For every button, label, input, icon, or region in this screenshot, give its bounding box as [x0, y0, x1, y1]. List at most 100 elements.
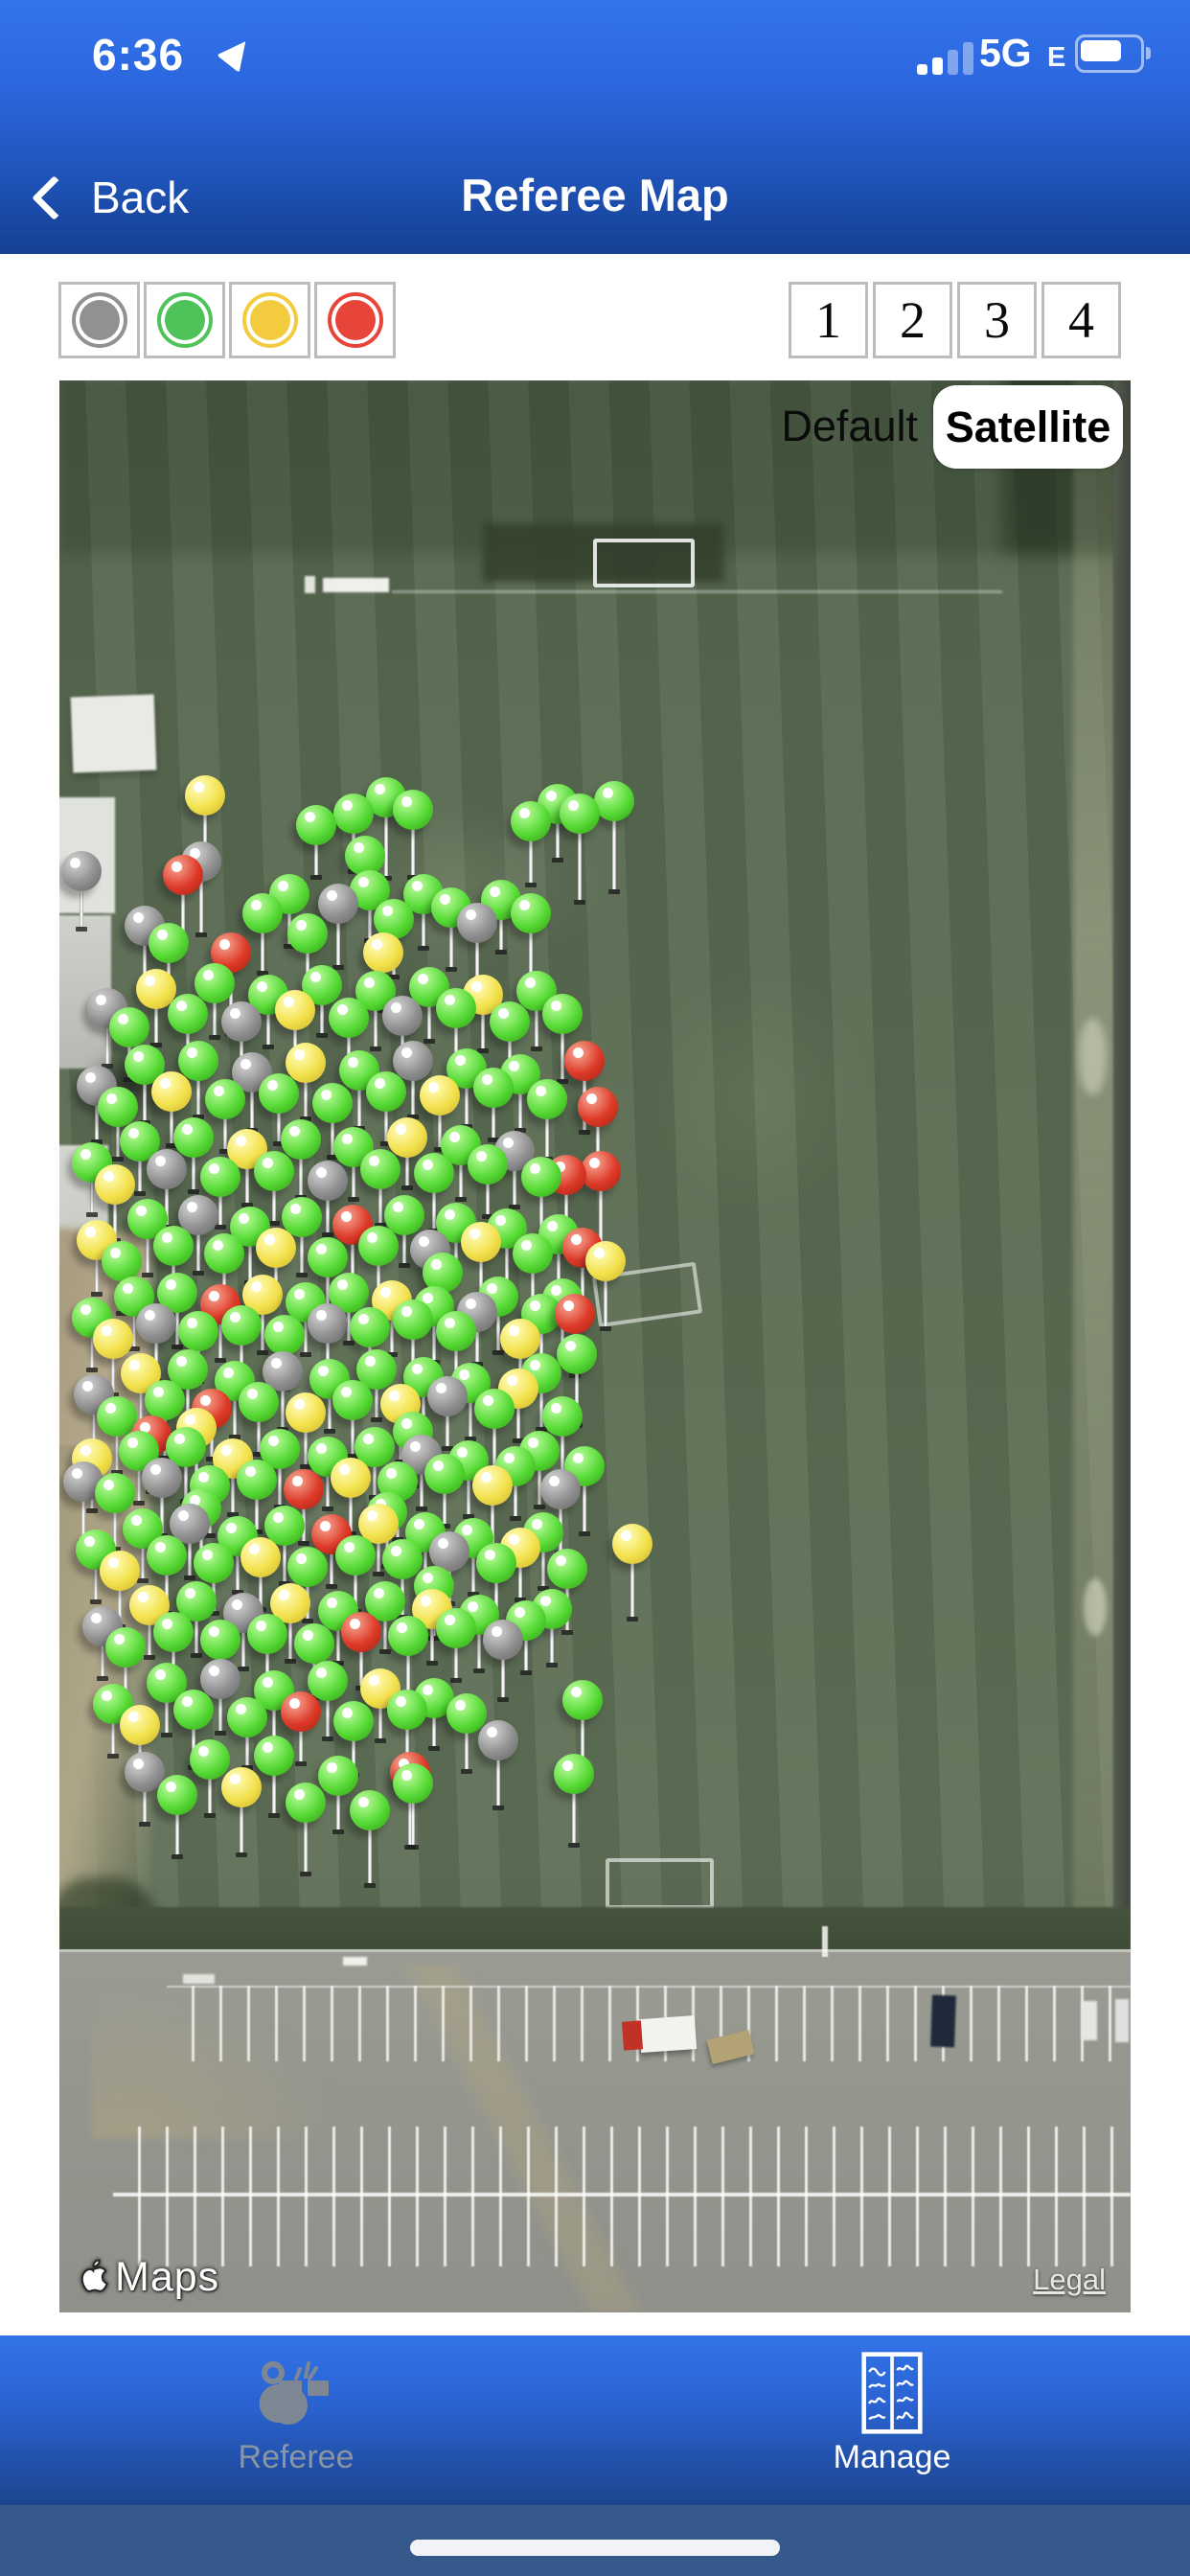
pin-base — [574, 899, 586, 905]
pin-stick — [580, 1259, 584, 1316]
home-indicator[interactable] — [410, 2540, 780, 2556]
grass-strip — [59, 1906, 1131, 1953]
pin-stick — [563, 1185, 568, 1240]
pin-base — [90, 1598, 102, 1604]
page-1-button[interactable]: 1 — [789, 282, 868, 358]
pin-highlight — [208, 1162, 219, 1174]
pin-highlight — [103, 1170, 115, 1182]
pin-stick — [571, 1784, 576, 1843]
pin-highlight — [454, 1054, 466, 1066]
pin-stick — [94, 1560, 98, 1599]
pin-balloon — [149, 922, 190, 963]
pin-stick — [377, 1257, 381, 1300]
pin-base — [496, 1697, 509, 1703]
pin-stick — [222, 1265, 227, 1302]
pin-highlight — [603, 788, 614, 799]
pin-highlight — [154, 1541, 166, 1552]
pin-highlight — [421, 1596, 432, 1607]
pin-base — [463, 1513, 475, 1519]
pin-highlight — [482, 1394, 493, 1406]
pin-stick — [136, 1461, 141, 1501]
pin-highlight — [230, 1773, 241, 1784]
pin-balloon — [510, 800, 551, 841]
pin-base — [149, 1043, 162, 1048]
tab-referee[interactable]: Referee — [124, 2335, 469, 2505]
pin-balloon — [499, 1318, 540, 1359]
pin-highlight — [294, 1788, 306, 1800]
tab-manage-label: Manage — [833, 2439, 951, 2475]
pin-base — [300, 1351, 312, 1357]
pin-highlight — [386, 1468, 398, 1480]
map-mode-satellite-button[interactable]: Satellite — [933, 385, 1123, 469]
pin-balloon — [482, 1620, 523, 1661]
pin-highlight — [326, 1598, 337, 1609]
pin-balloon — [364, 1581, 405, 1622]
legal-link[interactable]: Legal — [1033, 2263, 1106, 2296]
filter-red-button[interactable] — [314, 282, 396, 358]
pin-highlight — [358, 877, 370, 888]
pin-highlight — [444, 1317, 455, 1328]
filter-gray-button[interactable] — [58, 282, 140, 358]
page-4-button[interactable]: 4 — [1041, 282, 1121, 358]
filter-yellow-button[interactable] — [229, 282, 310, 358]
filter-green-button[interactable] — [144, 282, 225, 358]
pin-highlight — [278, 881, 289, 892]
pin-stick — [195, 1613, 199, 1654]
pin-balloon — [392, 1762, 433, 1804]
pin-stick — [498, 911, 503, 951]
pin-stick — [117, 1581, 122, 1624]
pin-highlight — [532, 1518, 543, 1530]
pin-highlight — [187, 1046, 198, 1058]
pin-highlight — [144, 976, 155, 987]
pin-highlight — [255, 1621, 266, 1632]
pin-stick — [271, 1701, 276, 1744]
pin-balloon — [108, 1007, 149, 1048]
pin-balloon — [358, 1226, 400, 1267]
pin-base — [428, 1745, 441, 1751]
pin-highlight — [279, 1590, 290, 1601]
map-mode-default-button[interactable]: Default — [781, 402, 918, 450]
bench — [323, 577, 390, 592]
pin-balloon — [178, 1194, 219, 1235]
pin-base — [385, 1351, 398, 1357]
pin-stick — [475, 1322, 480, 1362]
page-3-button[interactable]: 3 — [957, 282, 1037, 358]
pin-stick — [422, 906, 426, 947]
pin-stick — [401, 1226, 406, 1263]
bottom-safe-area — [0, 2505, 1190, 2576]
pin-balloon — [253, 1736, 294, 1777]
pin-balloon — [118, 1430, 159, 1471]
pin-balloon — [95, 1163, 136, 1205]
field-shelter-shadow — [482, 523, 724, 582]
back-button[interactable]: Back — [32, 167, 189, 228]
pin-highlight — [466, 1298, 477, 1309]
pin-highlight — [135, 1205, 147, 1216]
pin-balloon — [360, 1148, 401, 1189]
pin-highlight — [497, 1008, 509, 1020]
pin-stick — [352, 1733, 356, 1774]
pin-stick — [464, 1079, 469, 1124]
pin-highlight — [272, 1512, 284, 1524]
whistle-icon — [252, 2349, 340, 2437]
pin-stick — [335, 1786, 340, 1829]
pin-stick — [196, 1226, 201, 1271]
pin-highlight — [187, 1201, 198, 1212]
pin-stick — [304, 1423, 309, 1464]
pin-stick — [319, 997, 324, 1033]
pin-highlight — [181, 1124, 193, 1136]
map-canvas[interactable]: Default Satellite Maps Legal — [59, 380, 1131, 2312]
pin-highlight — [341, 1210, 353, 1222]
pin-stick — [556, 1246, 561, 1285]
pin-balloon — [146, 1534, 187, 1576]
pin-highlight — [530, 1162, 541, 1174]
pin-stick — [598, 1182, 603, 1246]
pin-balloon — [178, 1040, 219, 1081]
pin-stick — [304, 1073, 309, 1116]
pin-stick — [426, 999, 431, 1040]
page-2-button[interactable]: 2 — [873, 282, 952, 358]
tab-manage[interactable]: Manage — [720, 2335, 1064, 2505]
pin-balloon — [344, 835, 385, 876]
pin-highlight — [374, 1077, 385, 1089]
pin-highlight — [150, 1464, 162, 1476]
pin-highlight — [189, 1495, 200, 1506]
